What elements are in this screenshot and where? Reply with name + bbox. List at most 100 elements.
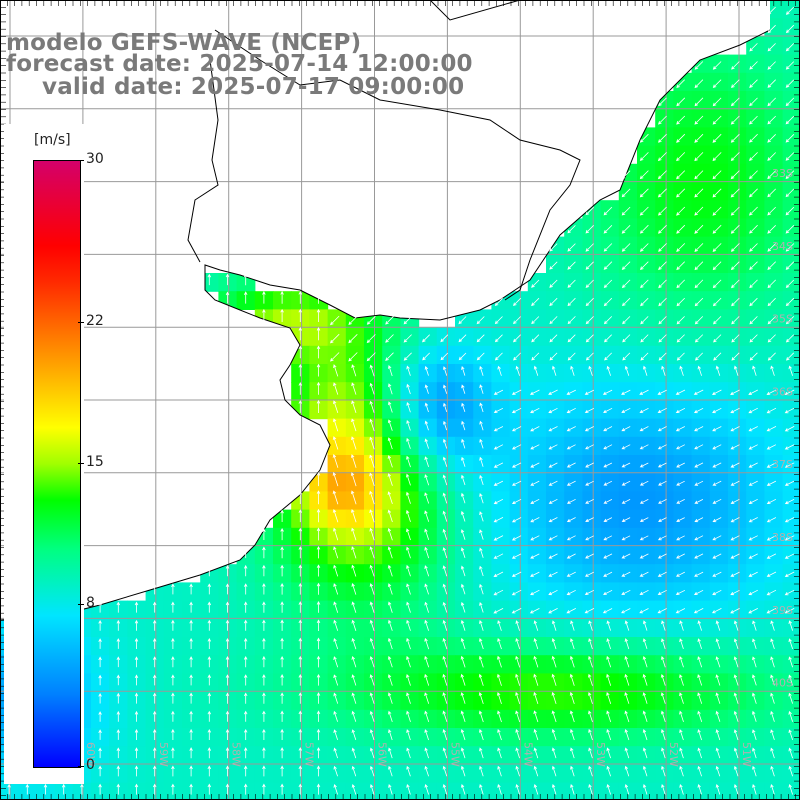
wind-arrow [406,710,411,723]
wind-arrow [788,765,793,777]
wind-cell [764,109,784,128]
wind-arrow [460,474,466,486]
wind-arrow [712,188,722,198]
wind-cell [455,327,474,347]
wind-cell [728,345,747,365]
wind-cell [673,218,693,238]
wind-arrow [770,656,775,668]
wind-arrow [460,547,466,559]
wind-arrow [642,747,648,759]
wind-arrow [548,426,558,432]
wind-cell [782,673,800,693]
wind-arrow [333,601,339,613]
wind-arrow [730,444,740,450]
wind-arrow [152,729,157,740]
wind-arrow [713,352,722,361]
wind-arrow [675,426,685,432]
latitude-labels: 33S 34S 35S 36S 37S 38S 39S 40S [772,167,793,690]
wind-arrow [406,420,411,431]
wind-arrow [461,438,466,449]
wind-cell [673,273,693,292]
wind-arrow [639,389,649,395]
wind-arrow [280,674,284,686]
wind-cell [691,600,711,620]
wind-arrow [715,710,721,722]
wind-arrow [712,206,722,216]
wind-cell [637,254,656,274]
wind-arrow [694,499,704,504]
wind-arrow [660,692,666,704]
wind-cell [382,327,401,347]
wind-arrow [639,608,649,614]
wind-cell [764,327,784,347]
wind-arrow [766,608,777,614]
wind-arrow [603,589,613,595]
wind-arrow [171,710,175,722]
wind-arrow [676,316,685,325]
wind-arrow [531,334,540,343]
wind-arrow [333,400,339,414]
wind-arrow [694,133,704,143]
wind-arrow [332,436,339,450]
wind-arrow [621,608,631,614]
wind-arrow [511,589,522,596]
wind-arrow [784,407,795,414]
wind-arrow [369,454,375,468]
wind-arrow [697,783,702,795]
wind-arrow [171,747,175,759]
wind-arrow [333,583,339,595]
wind-arrow [730,517,740,523]
wind-arrow [280,546,284,559]
wind-cell [582,491,602,511]
wind-cell [327,327,347,347]
wind-arrow [694,444,704,450]
wind-cell [546,273,565,292]
wind-cell [600,455,620,474]
wind-arrow [533,691,539,705]
wind-arrow [588,692,593,705]
wind-arrow [770,365,775,376]
wind-arrow [624,655,630,668]
wind-arrow [749,61,758,70]
wind-arrow [243,656,248,668]
wind-cell [746,163,765,183]
wind-arrow [424,747,429,759]
wind-arrow [642,656,648,668]
wind-arrow [298,327,303,341]
wind-cell [655,200,674,219]
wind-cell [709,163,729,183]
wind-arrow [694,316,704,325]
wind-arrow [98,692,102,704]
wind-cell [364,327,383,347]
wind-cell [673,91,693,110]
wind-arrow [298,290,303,304]
wind-cell [673,436,693,456]
wind-cell [491,345,511,365]
wind-arrow [661,728,666,741]
wind-cell [455,345,474,365]
wind-cell [582,236,602,256]
wind-cell [509,345,529,365]
wind-arrow [697,692,703,704]
wind-arrow [511,389,522,395]
wind-arrow [406,637,411,650]
wind-cell [436,327,456,347]
wind-cell [527,782,547,800]
wind-arrow [134,656,139,668]
wind-cell [546,455,565,474]
wind-arrow [785,261,795,270]
wind-arrow [479,365,484,376]
wind-arrow [406,437,411,449]
wind-cell [746,345,765,365]
wind-arrow [749,224,758,234]
wind-arrow [639,517,649,522]
wind-cell [691,91,711,110]
wind-arrow [749,261,758,270]
wind-arrow [406,601,411,613]
wind-cell [618,291,638,310]
wind-arrow [694,517,704,523]
wind-arrow [622,297,631,307]
wind-arrow [262,291,266,304]
wind-arrow [606,765,611,777]
wind-cell [546,382,565,401]
